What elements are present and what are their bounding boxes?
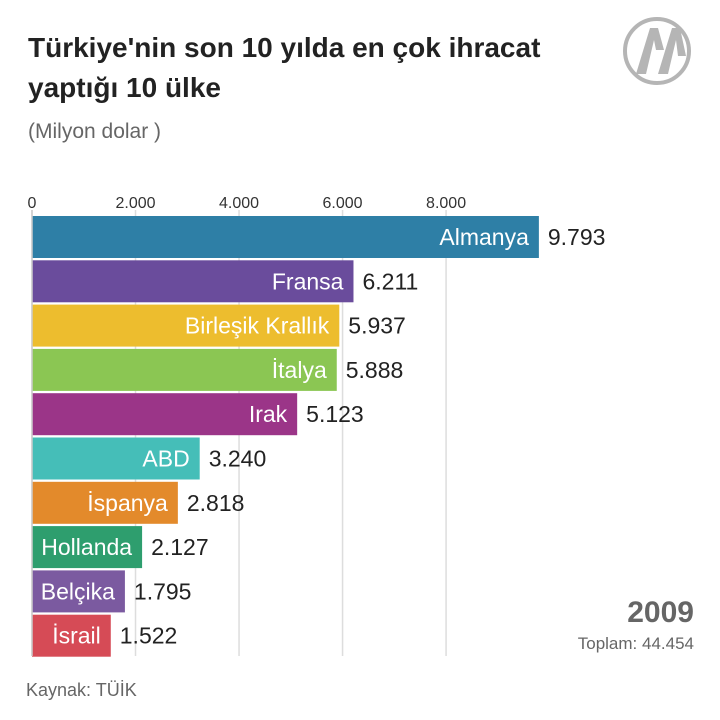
bar-label: ABD: [142, 446, 189, 472]
bar-label: Fransa: [272, 268, 344, 294]
tick-label: 6.000: [323, 195, 363, 212]
chart-subtitle: (Milyon dolar ): [28, 120, 162, 143]
bar: [32, 348, 337, 391]
bar-label: İsrail: [52, 623, 101, 649]
bar: [32, 614, 111, 657]
bar: [32, 481, 178, 524]
tick-label: 0: [28, 195, 37, 212]
bar-label: İtalya: [272, 357, 327, 383]
value-label: 6.211: [362, 268, 418, 294]
value-label: 5.888: [346, 357, 404, 383]
bar: [32, 437, 200, 480]
value-label: 3.240: [209, 446, 267, 472]
total-label: Toplam: 44.454: [577, 634, 694, 653]
value-label: 1.795: [134, 578, 192, 604]
bar-label: Irak: [249, 401, 288, 427]
aa-logo-icon: [623, 17, 691, 85]
value-label: 9.793: [548, 224, 606, 250]
tick-label: 2.000: [115, 195, 155, 212]
bar: [32, 526, 143, 569]
value-label: 5.123: [306, 401, 364, 427]
chart-title: Türkiye'nin son 10 yılda en çok ihracat …: [28, 32, 541, 103]
bar-label: Hollanda: [41, 534, 132, 560]
bar: [32, 393, 298, 436]
bar: [32, 570, 125, 613]
bar-label: Belçika: [41, 578, 115, 604]
value-label: 2.818: [187, 490, 245, 516]
bar-chart: 0 2.000 4.000 6.000 8.000 Almanya 9.793 Fransa 6…: [28, 195, 606, 657]
bar-label: Birleşik Krallık: [185, 313, 330, 339]
year-label: 2009: [627, 596, 694, 629]
bar: [32, 304, 340, 347]
value-label: 1.522: [120, 623, 178, 649]
bar-label: Almanya: [439, 224, 529, 250]
bar: [32, 216, 539, 258]
tick-label: 4.000: [219, 195, 259, 212]
value-label: 5.937: [348, 313, 406, 339]
bar: [32, 260, 354, 303]
source-label: Kaynak: TÜİK: [26, 680, 137, 700]
tick-label: 8.000: [426, 195, 466, 212]
bar-label: İspanya: [87, 490, 168, 516]
value-label: 2.127: [151, 534, 209, 560]
